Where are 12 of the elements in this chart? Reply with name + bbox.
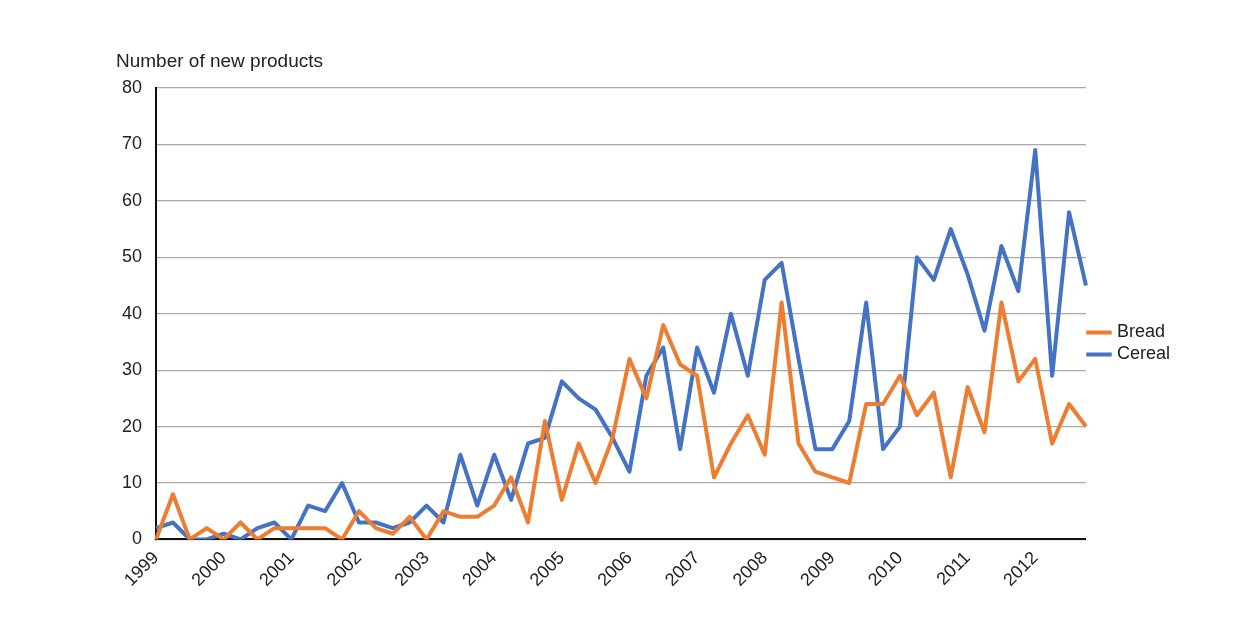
y-tick-label: 0 — [132, 528, 143, 549]
y-tick-label: 80 — [121, 76, 143, 97]
y-tick-label: 60 — [121, 189, 143, 210]
legend-label: Cereal — [1116, 343, 1171, 364]
y-tick-label: 10 — [121, 471, 143, 492]
y-tick-label: 40 — [121, 302, 143, 323]
y-tick-label: 50 — [121, 246, 143, 267]
y-tick-label: 20 — [121, 415, 143, 436]
y-tick-label: 30 — [121, 359, 143, 380]
legend-label: Bread — [1116, 321, 1166, 342]
y-axis-title: Number of new products — [116, 50, 323, 72]
y-tick-label: 70 — [121, 133, 143, 154]
